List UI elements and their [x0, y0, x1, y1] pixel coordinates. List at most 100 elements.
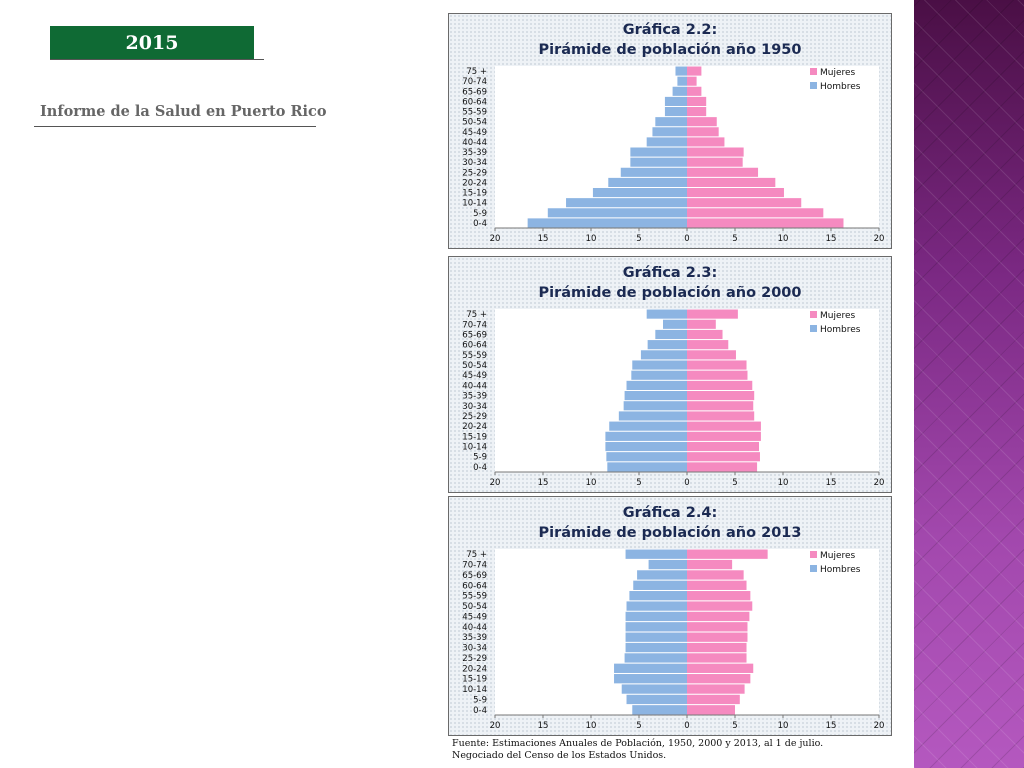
x-tick-label: 15 — [538, 234, 549, 244]
bar-hombres — [664, 96, 687, 106]
bar-mujeres — [687, 580, 747, 590]
pyramid-chart-svg: Gráfica 2.4: Pirámide de población año 20… — [462, 505, 885, 731]
category-label: 20-24 — [462, 664, 487, 674]
bar-hombres — [655, 329, 687, 340]
pyramid-chart-1950: Gráfica 2.2: Pirámide de población año 19… — [448, 13, 892, 249]
bar-hombres — [630, 157, 687, 167]
bar-hombres — [624, 391, 687, 401]
bar-mujeres — [687, 591, 751, 601]
x-tick-label: 0 — [684, 721, 689, 731]
bar-mujeres — [687, 431, 761, 441]
bar-hombres — [632, 705, 687, 715]
chart-subtitle: Pirámide de población año 2013 — [539, 525, 802, 541]
bar-hombres — [614, 674, 687, 684]
x-tick-label: 20 — [874, 721, 885, 731]
x-tick-label: 5 — [636, 478, 641, 488]
bar-hombres — [624, 653, 687, 663]
legend-label-hombres: Hombres — [820, 325, 861, 335]
category-label: 60-64 — [462, 581, 487, 591]
category-label: 0-4 — [473, 463, 487, 473]
category-label: 75 + — [466, 310, 487, 320]
bar-hombres — [652, 127, 687, 137]
category-label: 50-54 — [462, 118, 487, 128]
bar-hombres — [626, 601, 687, 611]
category-label: 0-4 — [473, 706, 487, 716]
x-tick-label: 15 — [826, 721, 837, 731]
bar-mujeres — [687, 611, 750, 622]
bar-hombres — [625, 611, 687, 622]
bar-mujeres — [687, 549, 768, 559]
category-label: 70-74 — [462, 77, 487, 87]
bar-hombres — [655, 117, 687, 127]
bar-mujeres — [687, 462, 758, 472]
bar-mujeres — [687, 570, 744, 580]
bar-hombres — [675, 66, 687, 76]
bar-mujeres — [687, 684, 745, 694]
bar-hombres — [626, 694, 687, 705]
category-label: 10-14 — [462, 443, 487, 453]
bar-mujeres — [687, 380, 753, 390]
bar-mujeres — [687, 218, 844, 228]
bar-hombres — [621, 684, 687, 694]
x-tick-label: 15 — [538, 721, 549, 731]
pyramid-chart-svg: Gráfica 2.3: Pirámide de población año 20… — [462, 265, 884, 488]
bar-hombres — [618, 411, 687, 421]
bar-hombres — [625, 549, 687, 559]
category-label: 25-29 — [462, 412, 487, 422]
bar-mujeres — [687, 559, 733, 570]
bar-mujeres — [687, 694, 740, 705]
bar-hombres — [672, 86, 687, 96]
legend-swatch-mujeres — [810, 68, 817, 75]
category-label: 10-14 — [462, 199, 487, 209]
x-tick-label: 10 — [778, 478, 789, 488]
category-label: 30-34 — [462, 402, 487, 412]
bar-mujeres — [687, 177, 776, 187]
x-tick-label: 5 — [732, 721, 737, 731]
bar-mujeres — [687, 642, 747, 653]
bar-mujeres — [687, 411, 755, 421]
category-label: 70-74 — [462, 561, 487, 571]
bar-hombres — [637, 570, 687, 580]
category-label: 55-59 — [462, 108, 487, 118]
x-tick-label: 15 — [538, 478, 549, 488]
category-label: 15-19 — [462, 432, 487, 442]
bar-mujeres — [687, 167, 759, 177]
category-label: 65-69 — [462, 87, 487, 97]
category-label: 20-24 — [462, 422, 487, 432]
x-tick-label: 0 — [684, 234, 689, 244]
x-tick-label: 5 — [636, 721, 641, 731]
bar-hombres — [646, 137, 687, 147]
category-label: 75 + — [466, 550, 487, 560]
x-tick-label: 5 — [636, 234, 641, 244]
bar-hombres — [663, 319, 687, 329]
bar-mujeres — [687, 663, 754, 673]
bar-mujeres — [687, 319, 716, 329]
bar-mujeres — [687, 147, 744, 157]
decorative-side-strip — [914, 0, 1024, 768]
bar-hombres — [646, 309, 687, 319]
category-label: 5-9 — [473, 695, 487, 705]
category-label: 55-59 — [462, 351, 487, 361]
bar-mujeres — [687, 76, 697, 86]
legend-swatch-mujeres — [810, 551, 817, 558]
report-title: Informe de la Salud en Puerto Rico — [40, 103, 327, 120]
chart-subtitle: Pirámide de población año 1950 — [539, 42, 802, 58]
year-label: 2015 — [125, 31, 179, 54]
legend-swatch-hombres — [810, 565, 817, 572]
x-tick-label: 15 — [826, 234, 837, 244]
bar-mujeres — [687, 198, 802, 208]
bar-mujeres — [687, 391, 755, 401]
bar-mujeres — [687, 622, 748, 632]
bar-hombres — [630, 147, 687, 157]
category-label: 75 + — [466, 67, 487, 77]
category-label: 0-4 — [473, 219, 487, 229]
bar-mujeres — [687, 96, 707, 106]
chart-subtitle: Pirámide de población año 2000 — [539, 285, 802, 301]
legend-swatch-mujeres — [810, 311, 817, 318]
title-underline — [34, 126, 316, 127]
category-label: 30-34 — [462, 158, 487, 168]
x-tick-label: 20 — [874, 234, 885, 244]
category-label: 15-19 — [462, 675, 487, 685]
bar-hombres — [608, 177, 687, 187]
bar-mujeres — [687, 329, 723, 340]
